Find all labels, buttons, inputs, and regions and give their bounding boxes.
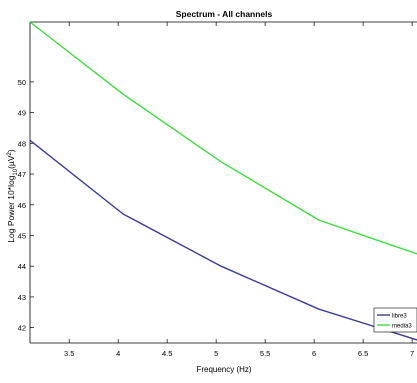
y-tick-label: 45 bbox=[18, 231, 26, 240]
x-tick-label: 5 bbox=[214, 349, 218, 358]
series-line-libre3 bbox=[29, 139, 417, 341]
x-tick-label: 5.5 bbox=[260, 349, 270, 358]
y-tick-label: 46 bbox=[18, 201, 26, 210]
x-tick-label: 4.5 bbox=[162, 349, 172, 358]
x-axis-label: Frequency (Hz) bbox=[196, 365, 251, 374]
x-tick-label: 6.5 bbox=[358, 349, 368, 358]
y-tick-label: 49 bbox=[18, 109, 26, 118]
legend-label-libre3: libre3 bbox=[392, 314, 407, 320]
y-tick-label: 47 bbox=[18, 170, 26, 179]
y-tick-label: 42 bbox=[18, 324, 26, 333]
x-tick-label: 7 bbox=[410, 349, 414, 358]
y-tick-label: 50 bbox=[18, 78, 26, 87]
y-tick-label: 44 bbox=[18, 262, 26, 271]
legend-label-media3: media3 bbox=[392, 324, 412, 330]
y-tick-label: 48 bbox=[18, 139, 26, 148]
legend-box bbox=[373, 307, 417, 333]
y-axis-label: Log Power 10*log10(µV2) bbox=[6, 149, 19, 243]
chart-title: Spectrum - All channels bbox=[176, 9, 273, 19]
y-tick-label: 43 bbox=[18, 293, 26, 302]
x-tick-label: 6 bbox=[312, 349, 316, 358]
x-tick-label: 3.5 bbox=[64, 349, 74, 358]
series-line-media3 bbox=[29, 21, 417, 255]
x-tick-label: 4 bbox=[116, 349, 120, 358]
